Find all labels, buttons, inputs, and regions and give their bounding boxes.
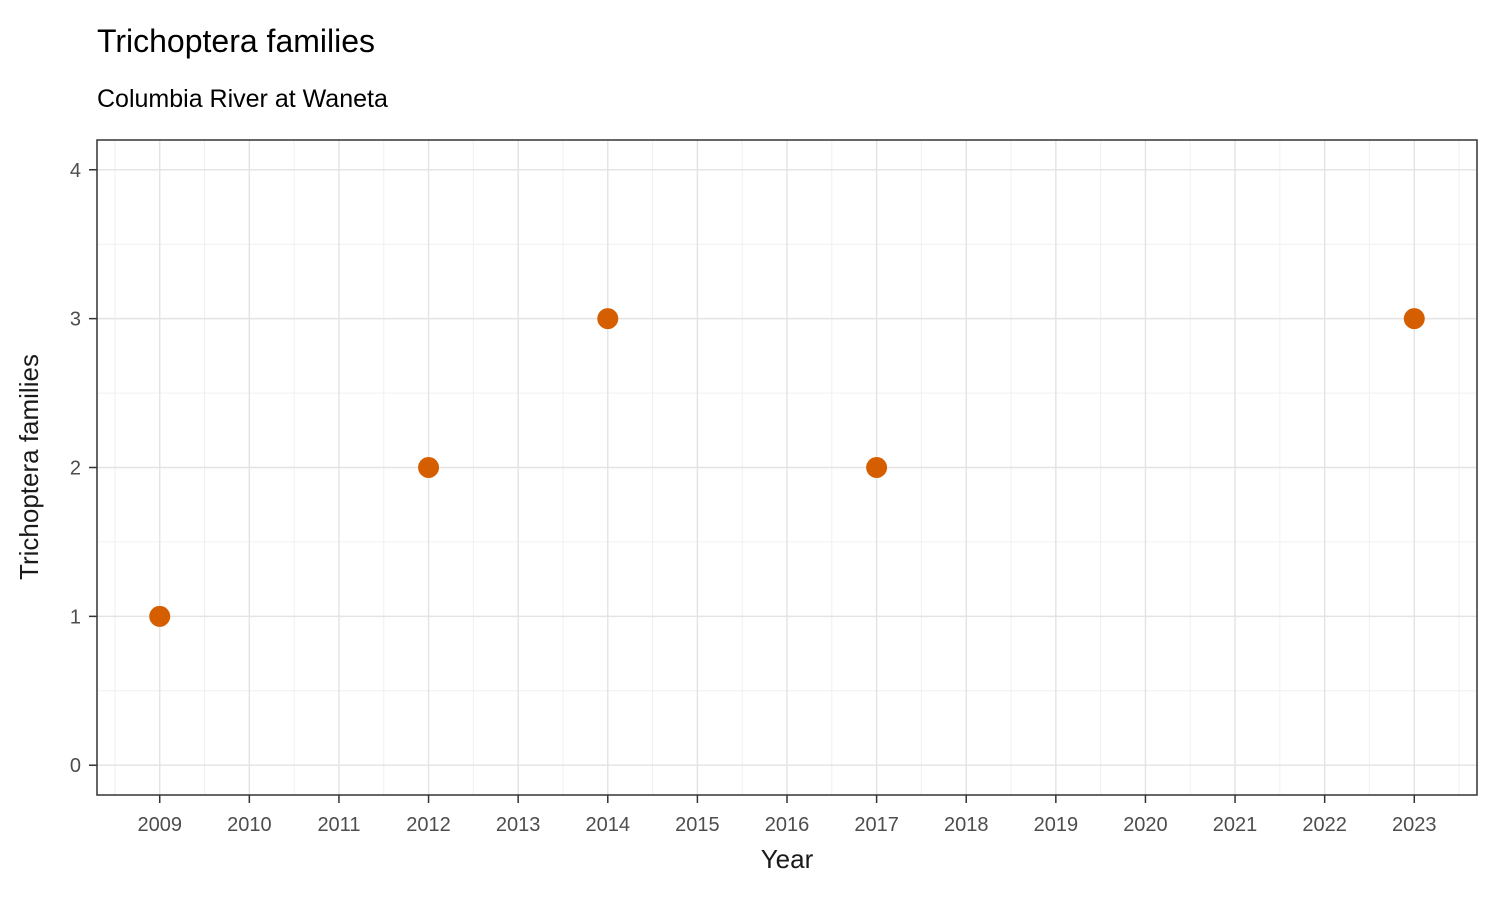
grid-layer (97, 140, 1477, 795)
x-axis-title: Year (761, 844, 814, 874)
x-tick-label: 2018 (944, 814, 989, 836)
y-tick-label: 3 (70, 309, 81, 331)
x-tick-label: 2017 (854, 814, 899, 836)
x-tick-label: 2022 (1302, 814, 1347, 836)
x-tick-label: 2011 (317, 814, 360, 836)
x-tick-label: 2014 (586, 814, 631, 836)
data-point (866, 457, 888, 478)
data-point (149, 605, 171, 627)
y-tick-label: 2 (70, 458, 81, 480)
y-axis-title: Trichoptera families (14, 354, 44, 580)
y-tick-label: 0 (70, 755, 81, 777)
x-tick-label: 2016 (765, 814, 810, 836)
x-tick-label: 2020 (1123, 814, 1168, 836)
tick-layer: 2009 2010 2011 2012 2013 2014 2015 2016 2017 2018… (70, 160, 1437, 836)
data-point (1403, 308, 1425, 330)
x-tick-label: 2009 (137, 814, 182, 836)
data-point (418, 457, 440, 478)
x-tick-label: 2010 (227, 814, 272, 836)
data-point-layer (149, 308, 1425, 627)
chart-subtitle: Columbia River at Waneta (97, 85, 388, 113)
x-tick-label: 2023 (1392, 814, 1437, 836)
chart-title: Trichoptera families (97, 23, 375, 59)
x-tick-label: 2019 (1034, 814, 1079, 836)
y-tick-label: 1 (70, 606, 81, 628)
x-tick-label: 2015 (675, 814, 720, 836)
data-point (597, 308, 619, 330)
x-tick-label: 2013 (496, 814, 541, 836)
x-tick-label: 2012 (406, 814, 451, 836)
x-tick-label: 2021 (1213, 814, 1258, 836)
y-tick-label: 4 (70, 160, 81, 182)
